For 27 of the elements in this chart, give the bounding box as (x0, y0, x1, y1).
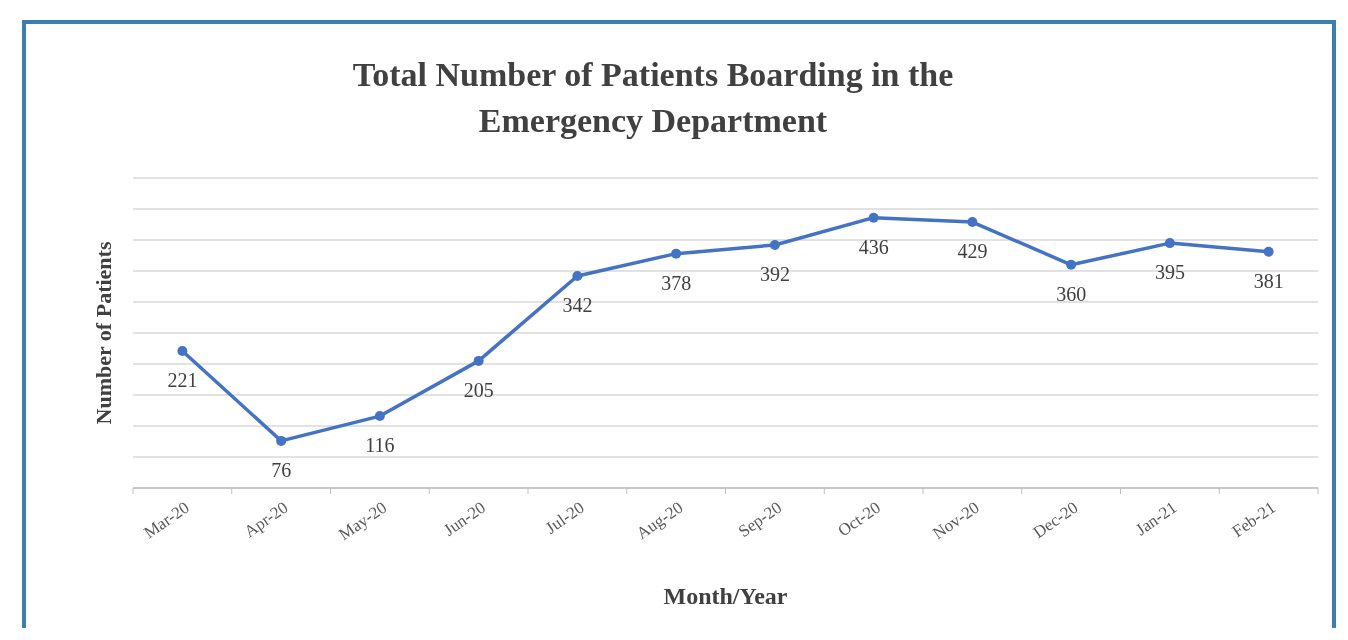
data-label: 378 (661, 271, 692, 294)
point (967, 217, 978, 228)
point (177, 345, 188, 356)
data-label: 116 (365, 434, 395, 457)
point (572, 270, 583, 281)
point (276, 435, 287, 446)
chart-title: Total Number of Patients Boarding in the Emergency Department (352, 56, 954, 139)
data-label: 205 (463, 378, 494, 401)
data-label: 342 (562, 293, 593, 316)
point (1164, 238, 1175, 249)
point (671, 248, 682, 259)
point (868, 212, 879, 223)
data-label: 76 (271, 458, 292, 481)
data-label: 436 (858, 235, 889, 258)
data-label: 392 (759, 262, 790, 285)
point (1263, 246, 1274, 257)
data-label: 395 (1154, 261, 1185, 284)
data-label: 221 (167, 368, 198, 391)
data-label: 360 (1056, 282, 1087, 305)
point (1066, 259, 1077, 270)
data-label: 381 (1253, 269, 1284, 292)
x-axis-title: Month/Year (663, 583, 788, 609)
data-label: 429 (957, 240, 988, 263)
point (769, 239, 780, 250)
point (473, 355, 484, 366)
point (374, 411, 385, 422)
y-axis-title: Number of Patients (91, 241, 116, 425)
